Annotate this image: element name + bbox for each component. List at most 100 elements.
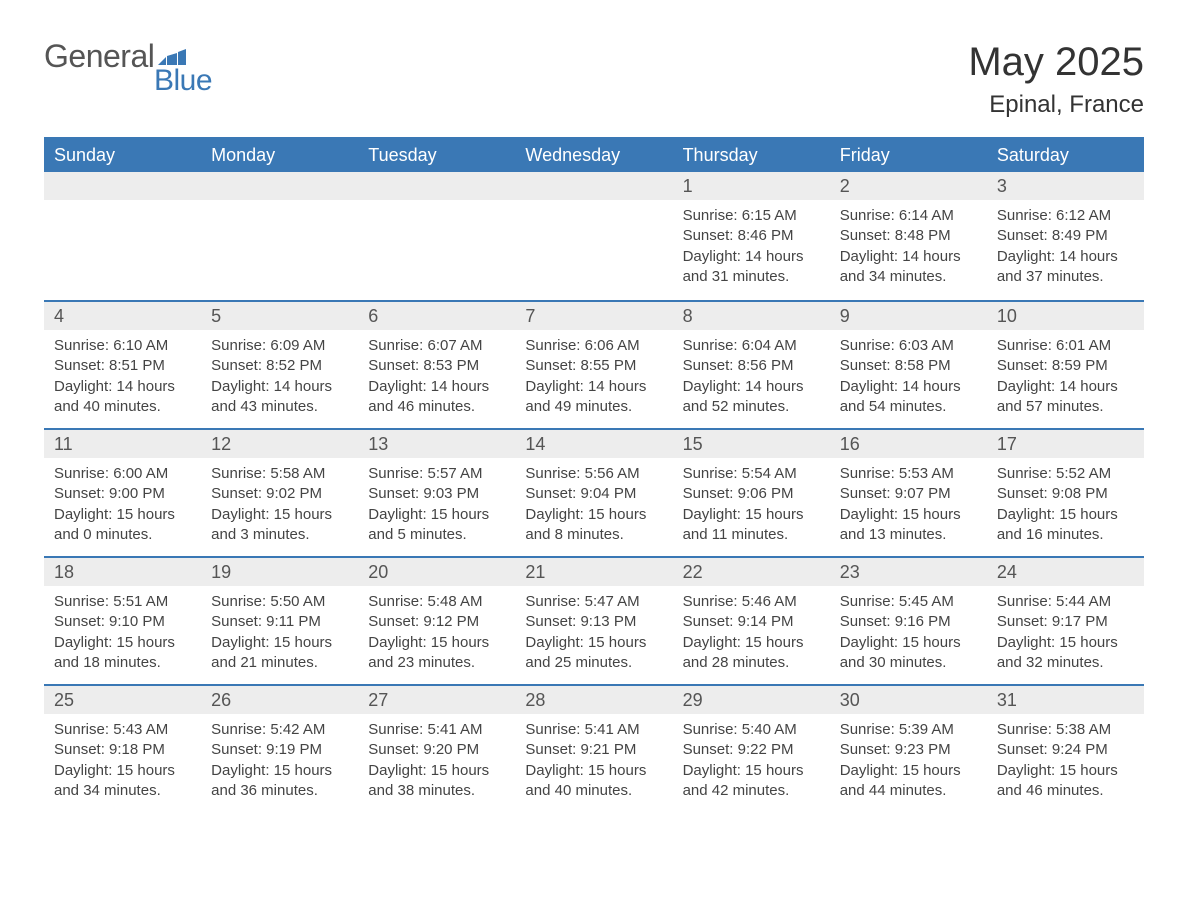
calendar-cell: 18Sunrise: 5:51 AMSunset: 9:10 PMDayligh… [44,556,201,684]
day-number: 13 [358,428,515,458]
sunrise-text: Sunrise: 5:54 AM [683,464,820,484]
day-details: Sunrise: 6:10 AMSunset: 8:51 PMDaylight:… [44,330,201,427]
calendar-cell: 31Sunrise: 5:38 AMSunset: 9:24 PMDayligh… [987,684,1144,812]
day-details: Sunrise: 5:42 AMSunset: 9:19 PMDaylight:… [201,714,358,811]
sunrise-text: Sunrise: 5:52 AM [997,464,1134,484]
day-details: Sunrise: 5:50 AMSunset: 9:11 PMDaylight:… [201,586,358,683]
calendar-week-row: 11Sunrise: 6:00 AMSunset: 9:00 PMDayligh… [44,428,1144,556]
calendar-cell: 29Sunrise: 5:40 AMSunset: 9:22 PMDayligh… [673,684,830,812]
day-details: Sunrise: 5:48 AMSunset: 9:12 PMDaylight:… [358,586,515,683]
calendar-table: SundayMondayTuesdayWednesdayThursdayFrid… [44,137,1144,812]
sunset-text: Sunset: 9:24 PM [997,740,1134,760]
day-details: Sunrise: 6:12 AMSunset: 8:49 PMDaylight:… [987,200,1144,297]
day-number: 30 [830,684,987,714]
daylight-text: Daylight: 14 hours and 43 minutes. [211,377,348,418]
sunrise-text: Sunrise: 5:42 AM [211,720,348,740]
weekday-header: Monday [201,138,358,172]
sunrise-text: Sunrise: 5:56 AM [525,464,662,484]
calendar-cell [201,172,358,300]
sunset-text: Sunset: 9:11 PM [211,612,348,632]
day-number: 17 [987,428,1144,458]
calendar-cell [44,172,201,300]
day-number: 25 [44,684,201,714]
day-number: 6 [358,300,515,330]
weekday-header: Sunday [44,138,201,172]
day-number: 12 [201,428,358,458]
day-number: 27 [358,684,515,714]
day-number-empty [44,172,201,200]
day-details: Sunrise: 5:43 AMSunset: 9:18 PMDaylight:… [44,714,201,811]
calendar-week-row: 1Sunrise: 6:15 AMSunset: 8:46 PMDaylight… [44,172,1144,300]
day-details: Sunrise: 5:39 AMSunset: 9:23 PMDaylight:… [830,714,987,811]
calendar-body: 1Sunrise: 6:15 AMSunset: 8:46 PMDaylight… [44,172,1144,812]
calendar-cell: 14Sunrise: 5:56 AMSunset: 9:04 PMDayligh… [515,428,672,556]
weekday-header: Tuesday [358,138,515,172]
calendar-cell: 15Sunrise: 5:54 AMSunset: 9:06 PMDayligh… [673,428,830,556]
sunset-text: Sunset: 9:21 PM [525,740,662,760]
calendar-cell: 4Sunrise: 6:10 AMSunset: 8:51 PMDaylight… [44,300,201,428]
day-details: Sunrise: 6:14 AMSunset: 8:48 PMDaylight:… [830,200,987,297]
title-location: Epinal, France [968,91,1144,119]
daylight-text: Daylight: 15 hours and 18 minutes. [54,633,191,674]
logo: General Blue [44,40,212,96]
sunset-text: Sunset: 8:53 PM [368,356,505,376]
sunset-text: Sunset: 8:49 PM [997,226,1134,246]
daylight-text: Daylight: 14 hours and 46 minutes. [368,377,505,418]
day-details: Sunrise: 6:06 AMSunset: 8:55 PMDaylight:… [515,330,672,427]
day-details: Sunrise: 5:40 AMSunset: 9:22 PMDaylight:… [673,714,830,811]
daylight-text: Daylight: 14 hours and 57 minutes. [997,377,1134,418]
calendar-cell: 25Sunrise: 5:43 AMSunset: 9:18 PMDayligh… [44,684,201,812]
calendar-cell: 26Sunrise: 5:42 AMSunset: 9:19 PMDayligh… [201,684,358,812]
day-details: Sunrise: 5:44 AMSunset: 9:17 PMDaylight:… [987,586,1144,683]
sunset-text: Sunset: 9:12 PM [368,612,505,632]
calendar-header-row: SundayMondayTuesdayWednesdayThursdayFrid… [44,138,1144,172]
daylight-text: Daylight: 15 hours and 0 minutes. [54,505,191,546]
calendar-cell: 30Sunrise: 5:39 AMSunset: 9:23 PMDayligh… [830,684,987,812]
sunset-text: Sunset: 9:20 PM [368,740,505,760]
day-number: 16 [830,428,987,458]
day-number: 11 [44,428,201,458]
daylight-text: Daylight: 14 hours and 40 minutes. [54,377,191,418]
day-details: Sunrise: 5:53 AMSunset: 9:07 PMDaylight:… [830,458,987,555]
calendar-cell [358,172,515,300]
sunset-text: Sunset: 9:23 PM [840,740,977,760]
day-number: 15 [673,428,830,458]
title-block: May 2025 Epinal, France [968,40,1144,119]
calendar-cell: 2Sunrise: 6:14 AMSunset: 8:48 PMDaylight… [830,172,987,300]
calendar-cell: 5Sunrise: 6:09 AMSunset: 8:52 PMDaylight… [201,300,358,428]
calendar-cell: 27Sunrise: 5:41 AMSunset: 9:20 PMDayligh… [358,684,515,812]
daylight-text: Daylight: 15 hours and 36 minutes. [211,761,348,802]
day-details: Sunrise: 5:52 AMSunset: 9:08 PMDaylight:… [987,458,1144,555]
sunset-text: Sunset: 9:03 PM [368,484,505,504]
sunset-text: Sunset: 9:10 PM [54,612,191,632]
sunrise-text: Sunrise: 6:15 AM [683,206,820,226]
sunrise-text: Sunrise: 6:14 AM [840,206,977,226]
sunrise-text: Sunrise: 5:41 AM [525,720,662,740]
sunset-text: Sunset: 9:08 PM [997,484,1134,504]
day-number: 24 [987,556,1144,586]
sunset-text: Sunset: 9:02 PM [211,484,348,504]
day-details: Sunrise: 5:41 AMSunset: 9:20 PMDaylight:… [358,714,515,811]
sunset-text: Sunset: 9:04 PM [525,484,662,504]
daylight-text: Daylight: 15 hours and 34 minutes. [54,761,191,802]
sunset-text: Sunset: 8:55 PM [525,356,662,376]
daylight-text: Daylight: 15 hours and 28 minutes. [683,633,820,674]
sunrise-text: Sunrise: 5:46 AM [683,592,820,612]
sunset-text: Sunset: 9:13 PM [525,612,662,632]
daylight-text: Daylight: 15 hours and 40 minutes. [525,761,662,802]
day-number: 2 [830,172,987,200]
calendar-cell: 8Sunrise: 6:04 AMSunset: 8:56 PMDaylight… [673,300,830,428]
day-number: 3 [987,172,1144,200]
day-number: 4 [44,300,201,330]
calendar-cell: 3Sunrise: 6:12 AMSunset: 8:49 PMDaylight… [987,172,1144,300]
sunset-text: Sunset: 9:00 PM [54,484,191,504]
sunset-text: Sunset: 8:48 PM [840,226,977,246]
sunrise-text: Sunrise: 6:04 AM [683,336,820,356]
daylight-text: Daylight: 15 hours and 44 minutes. [840,761,977,802]
day-details: Sunrise: 5:38 AMSunset: 9:24 PMDaylight:… [987,714,1144,811]
daylight-text: Daylight: 14 hours and 34 minutes. [840,247,977,288]
daylight-text: Daylight: 15 hours and 8 minutes. [525,505,662,546]
day-details: Sunrise: 5:51 AMSunset: 9:10 PMDaylight:… [44,586,201,683]
sunset-text: Sunset: 9:14 PM [683,612,820,632]
calendar-cell: 19Sunrise: 5:50 AMSunset: 9:11 PMDayligh… [201,556,358,684]
